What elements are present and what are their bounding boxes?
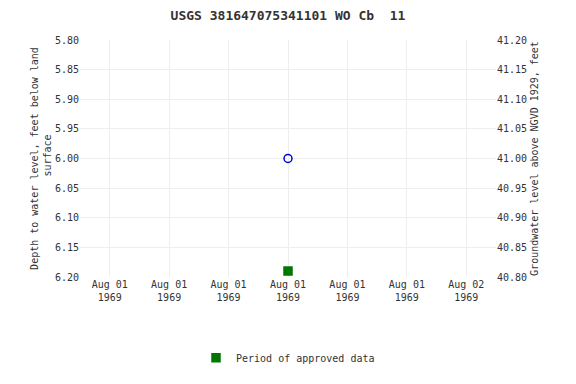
svg-text:5.85: 5.85 xyxy=(55,64,79,75)
svg-text:6.05: 6.05 xyxy=(55,183,79,194)
svg-text:Aug 011969: Aug 011969 xyxy=(92,279,128,303)
svg-text:40.90: 40.90 xyxy=(497,212,527,223)
svg-text:6.00: 6.00 xyxy=(55,153,79,164)
svg-text:41.10: 41.10 xyxy=(497,94,527,105)
svg-text:Aug 011969: Aug 011969 xyxy=(270,279,306,303)
svg-text:Aug 011969: Aug 011969 xyxy=(211,279,247,303)
svg-text:6.20: 6.20 xyxy=(55,272,79,283)
svg-text:Aug 011969: Aug 011969 xyxy=(329,279,365,303)
svg-text:41.00: 41.00 xyxy=(497,153,527,164)
svg-text:Aug 011969: Aug 011969 xyxy=(389,279,425,303)
svg-text:Aug 021969: Aug 021969 xyxy=(448,279,484,303)
svg-text:40.95: 40.95 xyxy=(497,183,527,194)
svg-text:5.95: 5.95 xyxy=(55,123,79,134)
svg-text:Aug 011969: Aug 011969 xyxy=(151,279,187,303)
svg-text:Period of approved data: Period of approved data xyxy=(236,353,374,364)
svg-text:41.20: 41.20 xyxy=(497,35,527,46)
svg-text:5.80: 5.80 xyxy=(55,35,79,46)
svg-text:Depth to water level, feet bel: Depth to water level, feet below land su… xyxy=(29,47,53,270)
svg-text:5.90: 5.90 xyxy=(55,94,79,105)
svg-text:40.85: 40.85 xyxy=(497,242,527,253)
svg-text:6.15: 6.15 xyxy=(55,242,79,253)
svg-text:40.80: 40.80 xyxy=(497,272,527,283)
svg-text:6.10: 6.10 xyxy=(55,212,79,223)
svg-text:Groundwater level above NGVD 1: Groundwater level above NGVD 1929, feet xyxy=(529,41,540,276)
svg-text:41.15: 41.15 xyxy=(497,64,527,75)
svg-text:USGS 381647075341101 WO Cb 11: USGS 381647075341101 WO Cb 11 xyxy=(171,8,406,23)
svg-text:41.05: 41.05 xyxy=(497,123,527,134)
